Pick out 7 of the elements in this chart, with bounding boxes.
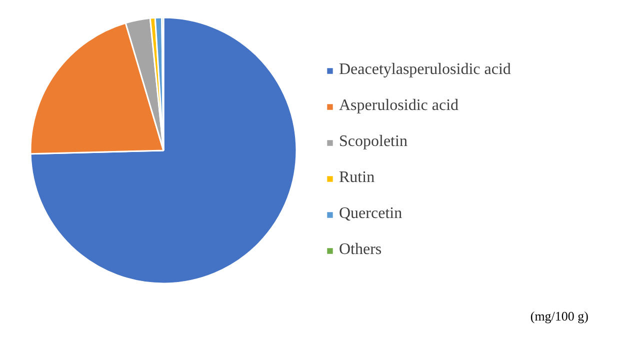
legend-label: Deacetylasperulosidic acid bbox=[339, 60, 511, 80]
legend-label: Asperulosidic acid bbox=[339, 96, 459, 116]
legend-label: Rutin bbox=[339, 168, 375, 188]
legend-label: Scopoletin bbox=[339, 132, 408, 152]
legend-label: Quercetin bbox=[339, 204, 402, 224]
text: (mg/100 g) bbox=[530, 308, 589, 324]
legend-label: Others bbox=[339, 240, 382, 260]
